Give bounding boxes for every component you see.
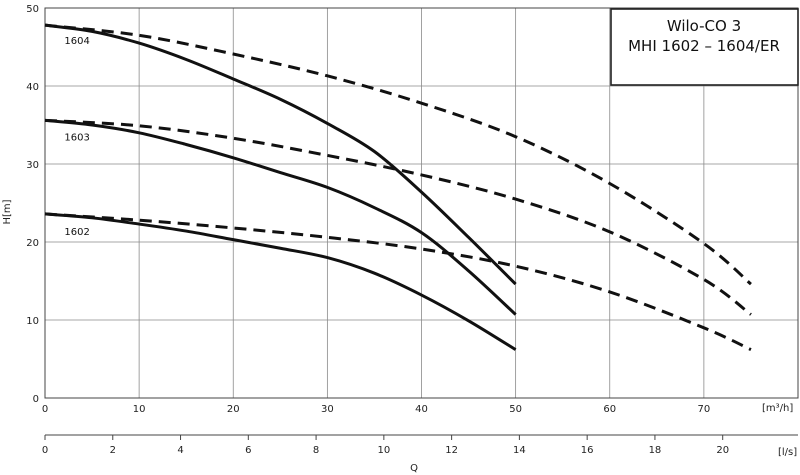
x-tick-label: 40 xyxy=(415,404,428,415)
x2-tick-label: 20 xyxy=(716,445,729,456)
x2-tick-label: 2 xyxy=(110,445,116,456)
x2-unit-label: [l/s] xyxy=(778,447,797,458)
x-tick-label: 30 xyxy=(321,404,334,415)
grid xyxy=(45,8,798,398)
x2-tick-label: 16 xyxy=(581,445,594,456)
x-unit-label: [m³/h] xyxy=(762,403,793,414)
x2-tick-label: 6 xyxy=(245,445,251,456)
x-tick-labels: 0 10 20 30 40 50 60 70 xyxy=(42,404,710,415)
y-tick-labels: 0 10 20 30 40 50 xyxy=(26,4,39,405)
curve-1604-dashed xyxy=(44,23,752,286)
y-tick-label: 10 xyxy=(26,316,39,327)
x2-tick-label: 4 xyxy=(177,445,183,456)
y-tick-label: 50 xyxy=(26,4,39,15)
curve-1603-solid xyxy=(44,118,517,316)
title-box: Wilo-CO 3 MHI 1602 – 1604/ER xyxy=(610,8,799,86)
x-tick-label: 50 xyxy=(509,404,522,415)
x2-tick-label: 10 xyxy=(377,445,390,456)
x-tick-label: 10 xyxy=(133,404,146,415)
x-axis-label: Q xyxy=(410,463,418,474)
x-tick-label: 0 xyxy=(42,404,48,415)
series-labels: 1604 1603 1602 xyxy=(64,36,89,238)
y-tick-label: 0 xyxy=(33,394,39,405)
x2-tick-label: 0 xyxy=(42,445,48,456)
x-tick-label: 70 xyxy=(698,404,711,415)
series-label-1604: 1604 xyxy=(64,36,89,47)
curve-1604-solid xyxy=(44,23,517,286)
x2-tick-label: 12 xyxy=(445,445,458,456)
x-tick-label: 20 xyxy=(227,404,240,415)
title-line-1: Wilo-CO 3 xyxy=(667,17,741,35)
y-axis-label: H[m] xyxy=(2,199,13,224)
curve-1603-dashed xyxy=(44,118,752,316)
curve-1602-dashed xyxy=(44,212,752,352)
x-tick-label: 60 xyxy=(603,404,616,415)
y-tick-label: 20 xyxy=(26,238,39,249)
curves xyxy=(44,23,752,352)
secondary-x-axis: 0 2 4 6 8 10 12 14 16 18 20 xyxy=(42,434,798,456)
plot-frame xyxy=(44,7,799,399)
x2-tick-label: 18 xyxy=(649,445,662,456)
y-tick-label: 40 xyxy=(26,82,39,93)
x2-tick-label: 14 xyxy=(513,445,526,456)
plot-border xyxy=(44,7,799,399)
curve-1602-solid xyxy=(44,212,517,351)
x2-tick-label: 8 xyxy=(313,445,319,456)
title-line-2: MHI 1602 – 1604/ER xyxy=(628,37,780,55)
series-label-1603: 1603 xyxy=(64,133,89,144)
series-label-1602: 1602 xyxy=(64,227,89,238)
y-tick-label: 30 xyxy=(26,160,39,171)
